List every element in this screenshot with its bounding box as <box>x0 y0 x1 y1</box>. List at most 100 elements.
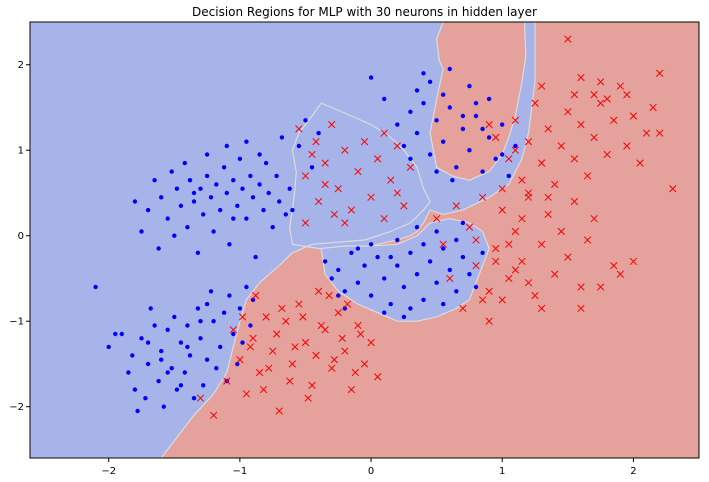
point-class-1 <box>492 244 500 253</box>
point-class-1 <box>373 373 382 381</box>
point-class-0 <box>421 101 426 106</box>
point-class-1 <box>229 326 237 334</box>
x-tick-label: −2 <box>101 466 116 477</box>
point-class-0 <box>126 370 131 375</box>
point-class-1 <box>596 99 605 107</box>
point-class-1 <box>505 240 513 248</box>
point-class-1 <box>623 91 631 99</box>
point-class-1 <box>259 385 268 394</box>
point-class-0 <box>178 203 184 208</box>
point-class-0 <box>263 160 269 166</box>
point-class-1 <box>238 313 247 321</box>
point-class-1 <box>524 138 533 146</box>
point-class-0 <box>119 331 125 337</box>
point-class-1 <box>393 189 401 197</box>
point-class-1 <box>301 172 310 180</box>
point-class-1 <box>629 257 638 266</box>
point-class-0 <box>198 186 203 191</box>
point-class-0 <box>401 314 407 320</box>
point-class-1 <box>282 317 290 325</box>
point-class-0 <box>174 186 180 191</box>
point-class-0 <box>500 122 505 127</box>
point-class-0 <box>414 272 420 277</box>
point-class-1 <box>242 390 251 398</box>
point-class-0 <box>214 182 219 187</box>
point-class-0 <box>191 199 197 204</box>
point-class-1 <box>373 155 382 163</box>
point-class-1 <box>498 206 506 214</box>
data-points <box>93 35 677 419</box>
point-class-1 <box>351 368 359 377</box>
point-class-0 <box>145 207 151 213</box>
point-class-0 <box>454 289 459 294</box>
point-class-0 <box>375 254 380 260</box>
y-tick-label: 1 <box>18 146 24 157</box>
point-class-1 <box>544 210 552 219</box>
point-class-1 <box>669 185 677 193</box>
point-class-1 <box>485 287 493 295</box>
point-class-1 <box>301 219 310 227</box>
point-class-0 <box>159 348 164 354</box>
point-class-1 <box>380 129 388 137</box>
point-class-1 <box>360 138 369 146</box>
point-class-1 <box>492 133 500 142</box>
point-class-1 <box>511 227 520 236</box>
point-class-1 <box>308 150 316 159</box>
point-class-0 <box>355 246 361 251</box>
point-class-1 <box>564 108 572 116</box>
point-class-1 <box>570 155 579 163</box>
point-class-1 <box>272 330 281 338</box>
point-class-1 <box>498 185 506 193</box>
point-class-0 <box>214 366 219 371</box>
point-class-1 <box>511 266 520 274</box>
point-class-0 <box>169 169 174 174</box>
point-class-0 <box>421 297 426 302</box>
point-class-0 <box>434 169 439 174</box>
point-class-0 <box>250 195 256 200</box>
point-class-0 <box>401 284 407 290</box>
point-class-1 <box>341 146 349 154</box>
point-class-1 <box>246 343 255 351</box>
point-class-0 <box>185 344 190 350</box>
region-class-0 <box>30 22 536 458</box>
point-class-0 <box>421 71 426 76</box>
point-class-0 <box>388 301 393 307</box>
point-class-0 <box>139 336 144 341</box>
point-class-0 <box>303 118 308 123</box>
point-class-1 <box>557 142 565 150</box>
point-class-0 <box>349 250 354 255</box>
point-class-0 <box>165 327 170 332</box>
point-class-1 <box>590 91 598 99</box>
point-class-0 <box>208 289 214 294</box>
point-class-0 <box>441 92 446 97</box>
point-class-0 <box>408 250 413 255</box>
point-class-1 <box>531 291 539 300</box>
point-class-0 <box>274 173 279 179</box>
point-class-1 <box>655 129 664 137</box>
point-class-1 <box>328 364 336 372</box>
plot-frame <box>29 21 700 459</box>
point-class-1 <box>610 116 618 124</box>
point-class-1 <box>367 338 375 347</box>
point-class-1 <box>564 35 572 43</box>
point-class-0 <box>218 207 223 213</box>
point-class-0 <box>198 336 203 341</box>
point-class-0 <box>143 396 148 401</box>
point-class-1 <box>209 411 218 419</box>
point-class-0 <box>248 323 253 328</box>
point-class-0 <box>145 361 151 367</box>
point-class-0 <box>414 225 420 230</box>
point-class-1 <box>308 381 316 389</box>
point-class-0 <box>231 216 236 221</box>
point-class-0 <box>204 301 210 307</box>
point-class-1 <box>295 300 303 308</box>
point-class-0 <box>279 135 285 140</box>
point-class-1 <box>590 214 598 223</box>
point-class-1 <box>583 172 592 180</box>
point-class-0 <box>382 96 387 102</box>
point-class-1 <box>356 330 365 338</box>
point-class-1 <box>400 202 408 210</box>
point-class-1 <box>459 304 467 313</box>
point-class-1 <box>380 214 388 223</box>
